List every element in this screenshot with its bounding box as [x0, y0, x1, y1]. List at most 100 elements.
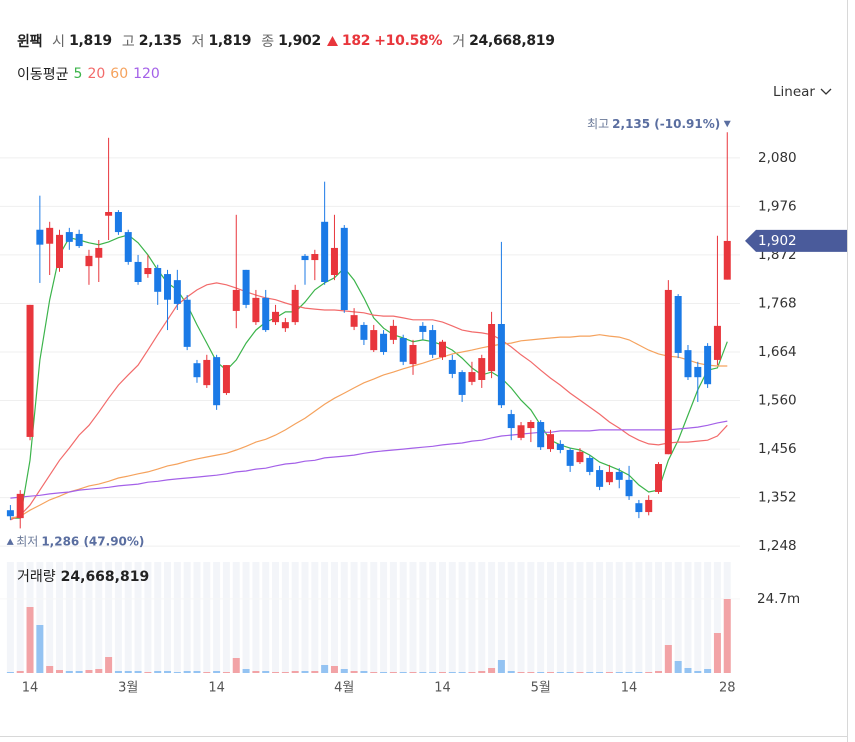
volume-stripe — [625, 562, 633, 673]
y-tick-label: 1,976 — [758, 198, 797, 214]
volume-stripe — [478, 562, 486, 673]
volume-bar — [281, 672, 289, 673]
candle-body — [114, 212, 122, 233]
volume-stripe — [281, 562, 289, 673]
x-tick-label: 14 — [621, 681, 638, 696]
volume-bar — [655, 670, 663, 673]
x-tick-label: 4월 — [334, 681, 354, 696]
candle-body — [586, 457, 594, 472]
ma-line — [10, 282, 728, 521]
candle-body — [664, 289, 672, 455]
candle-body — [537, 422, 545, 448]
low-label: 저 — [191, 34, 205, 50]
volume-bar — [399, 672, 407, 673]
scale-chevron[interactable] — [820, 88, 832, 95]
volume-stripe — [164, 562, 172, 673]
volume-stripe — [438, 562, 446, 673]
volume-stripe — [183, 562, 191, 673]
y-tick-label: 1,560 — [758, 393, 797, 409]
candle-body — [684, 350, 692, 378]
candle-body — [468, 372, 476, 382]
volume-stripe — [95, 562, 103, 673]
candle-body — [222, 365, 230, 394]
volume-bar — [635, 672, 643, 673]
volume-bar — [144, 672, 152, 673]
volume-stripe — [517, 562, 525, 673]
volume-stripe — [330, 562, 338, 673]
volume-stripe — [664, 562, 672, 673]
volume-bar — [105, 657, 113, 673]
candle-body — [262, 297, 270, 331]
volume-stripe — [370, 562, 378, 673]
candle-body — [46, 227, 54, 244]
candle-body — [291, 289, 299, 323]
candle-body — [438, 341, 446, 358]
candle-body — [311, 254, 319, 261]
volume-bar — [222, 672, 230, 673]
candle-body — [576, 451, 584, 463]
ma-line — [10, 334, 728, 519]
volume-bar — [419, 672, 427, 673]
volume-stripe — [488, 562, 496, 673]
volume-bar — [488, 667, 496, 673]
volume-bar — [262, 670, 270, 673]
volume-bar — [517, 672, 525, 673]
candle-body — [203, 359, 211, 386]
volume-bar — [458, 672, 466, 673]
scale-selector[interactable]: Linear — [773, 84, 815, 100]
legend-entry: 5 — [73, 66, 83, 82]
candle-body — [6, 510, 14, 517]
y-tick-label: 24.7m — [757, 591, 800, 607]
high-label: 고 — [121, 34, 135, 50]
volume-stripe — [16, 562, 24, 673]
volume-stripe — [674, 562, 682, 673]
volume-stripe — [144, 562, 152, 673]
candle-body — [193, 363, 201, 378]
volume-stripe — [252, 562, 260, 673]
volume-bar — [242, 669, 250, 673]
volume-bar — [193, 670, 201, 673]
candle-body — [674, 296, 682, 353]
volume-stripe — [468, 562, 476, 673]
volume-bar — [124, 670, 132, 673]
candle-body — [517, 425, 525, 438]
candle-body — [330, 247, 338, 275]
volume-bar — [566, 672, 574, 673]
volume-bar — [497, 660, 505, 673]
volume-bar — [134, 670, 142, 673]
volume-bar — [173, 672, 181, 673]
candle-body — [301, 255, 309, 261]
x-tick-label: 14 — [434, 681, 451, 696]
legend-title: 이동평균 — [17, 67, 69, 83]
candle-body — [615, 471, 623, 480]
volume-stripe — [6, 562, 14, 673]
min-arrow — [6, 538, 14, 545]
min-marker-text: 1,286 (47.90%) — [41, 534, 144, 548]
candle-body — [478, 358, 486, 380]
volume-bar — [330, 666, 338, 673]
volume-stripe — [429, 562, 437, 673]
up-triangle — [326, 36, 338, 46]
candle-body — [605, 471, 613, 483]
volume-stripe — [507, 562, 515, 673]
x-tick-label: 14 — [208, 681, 225, 696]
y-tick-label: 1,248 — [758, 538, 797, 554]
volume-bar — [380, 672, 388, 673]
volume-bar — [596, 672, 604, 673]
volume-bar — [114, 670, 122, 673]
candle-body — [409, 345, 417, 365]
min-marker: 최저 1,286 (47.90%) — [16, 534, 144, 548]
volume-bar — [203, 672, 211, 673]
volume-bar — [576, 672, 584, 673]
volume-stripe — [75, 562, 83, 673]
ma-legend: 이동평균 5 20 60 120 — [17, 64, 160, 84]
volume-stripe — [704, 562, 712, 673]
candle-body — [95, 247, 103, 258]
volume-stripe — [56, 562, 63, 673]
max-marker-text: 2,135 (-10.91%) — [612, 117, 720, 131]
volume-bar — [26, 607, 34, 673]
candle-body — [419, 325, 427, 332]
candle-body — [389, 325, 397, 340]
volume-stripe — [262, 562, 270, 673]
candle-body — [723, 240, 731, 280]
